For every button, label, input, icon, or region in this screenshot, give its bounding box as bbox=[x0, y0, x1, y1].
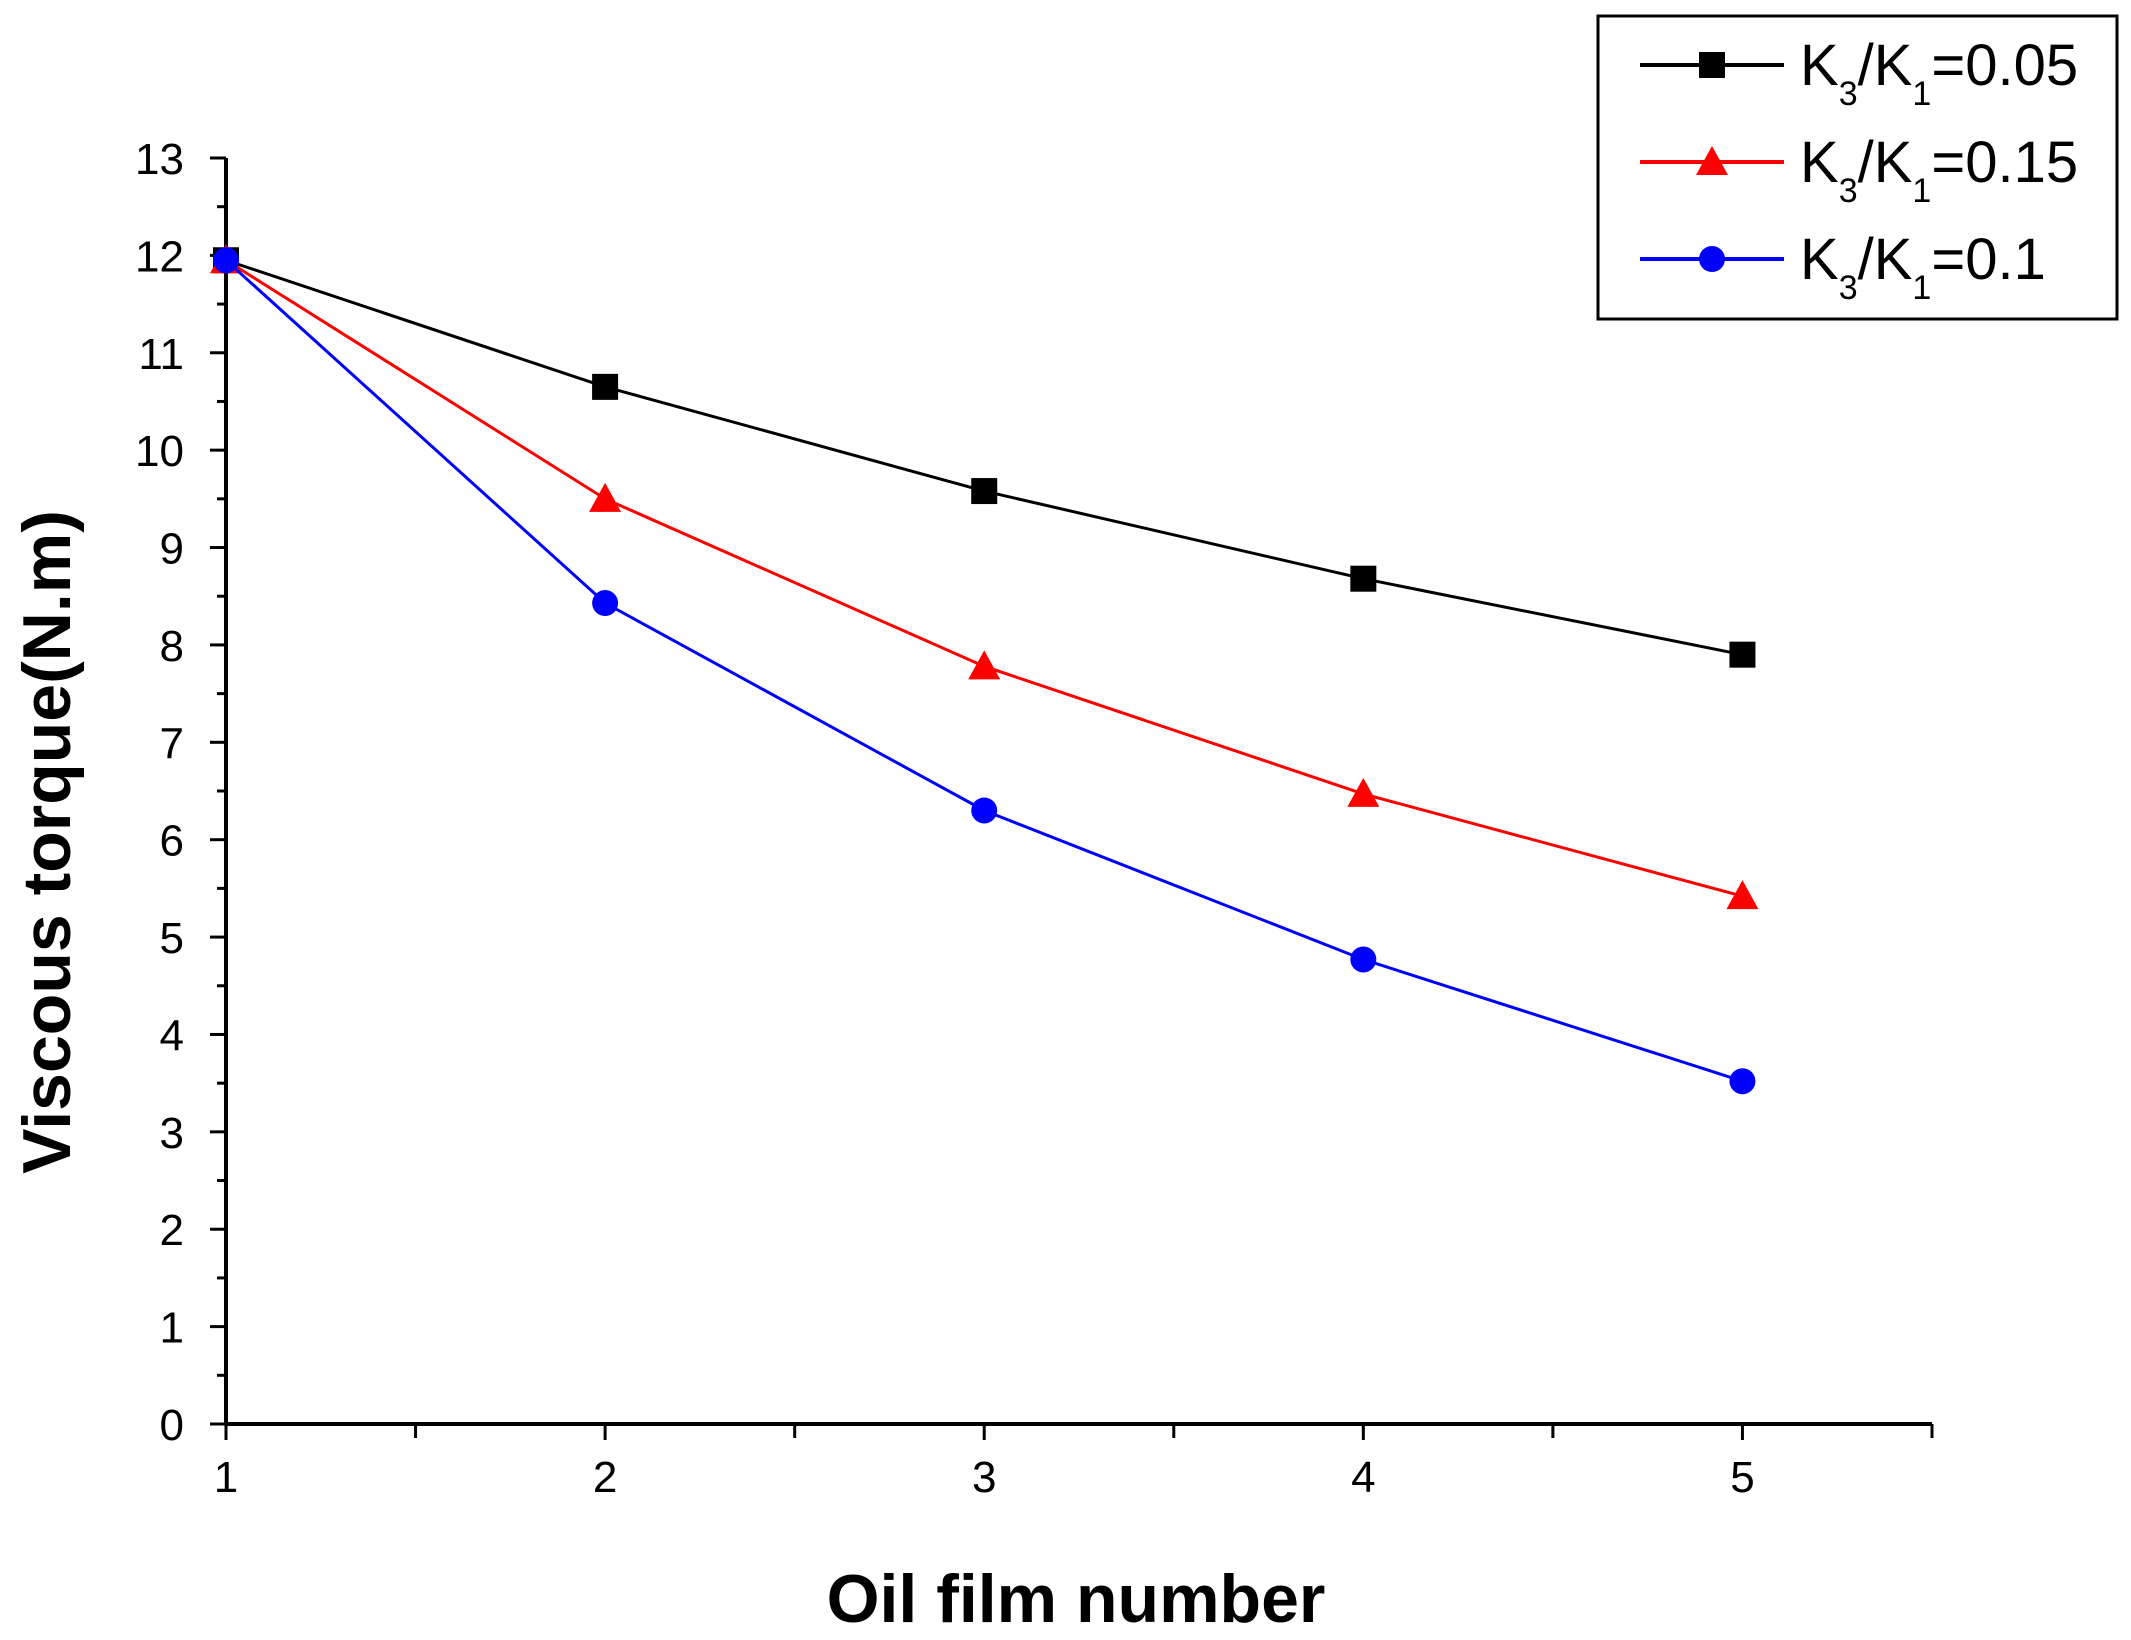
legend-text-part: K bbox=[1874, 227, 1913, 292]
data-point-circle bbox=[592, 590, 619, 617]
y-tick-label: 11 bbox=[138, 330, 184, 379]
legend-text-part: =0.1 bbox=[1931, 227, 2046, 292]
legend-subscript: 3 bbox=[1839, 75, 1858, 113]
x-tick-label: 5 bbox=[1730, 1453, 1754, 1502]
y-tick-label: 9 bbox=[160, 525, 184, 574]
data-point-square bbox=[971, 478, 998, 505]
y-tick-label: 12 bbox=[135, 232, 184, 281]
legend-label: K3/K1=0.15 bbox=[1800, 130, 2078, 210]
series-line bbox=[225, 258, 1743, 657]
x-tick-label: 4 bbox=[1351, 1453, 1375, 1502]
legend-text-part: / bbox=[1858, 130, 1875, 195]
y-tick-label: 6 bbox=[160, 817, 184, 866]
data-point-square bbox=[592, 373, 619, 400]
data-point-triangle bbox=[1347, 777, 1380, 807]
x-axis-title: Oil film number bbox=[827, 1561, 1326, 1637]
y-tick-label: 10 bbox=[135, 427, 184, 476]
legend-text-part: K bbox=[1800, 130, 1839, 195]
legend-item: K3/K1=0.1 bbox=[1640, 227, 2046, 307]
y-tick-label: 7 bbox=[160, 719, 184, 768]
x-tick-label: 3 bbox=[972, 1453, 996, 1502]
x-tick-label: 1 bbox=[214, 1453, 238, 1502]
y-tick-label: 8 bbox=[160, 622, 184, 671]
legend-label: K3/K1=0.05 bbox=[1800, 33, 2078, 113]
y-tick-label: 4 bbox=[160, 1011, 184, 1060]
data-point-triangle bbox=[589, 482, 622, 512]
legend-subscript: 1 bbox=[1912, 269, 1931, 307]
series-layer bbox=[210, 244, 1759, 1095]
legend-marker-circle bbox=[1699, 246, 1725, 272]
series-circle bbox=[213, 247, 1756, 1095]
data-point-circle bbox=[1729, 1068, 1756, 1095]
legend-box bbox=[1596, 14, 2119, 321]
data-point-triangle bbox=[1726, 880, 1759, 910]
y-tick-label: 3 bbox=[160, 1109, 184, 1158]
legend-text-part: =0.05 bbox=[1931, 33, 2078, 98]
legend-subscript: 3 bbox=[1839, 269, 1858, 307]
data-point-square bbox=[1729, 641, 1756, 668]
legend-subscript: 1 bbox=[1912, 75, 1931, 113]
legend-text-part: / bbox=[1858, 33, 1875, 98]
legend-marker-triangle bbox=[1696, 146, 1728, 175]
legend-subscript: 1 bbox=[1912, 172, 1931, 210]
legend-label: K3/K1=0.1 bbox=[1800, 227, 2046, 307]
legend-text-part: K bbox=[1874, 33, 1913, 98]
y-tick-label: 0 bbox=[160, 1401, 184, 1450]
legend-item: K3/K1=0.15 bbox=[1640, 130, 2078, 210]
legend-text-part: K bbox=[1800, 227, 1839, 292]
y-tick-label: 1 bbox=[160, 1304, 184, 1353]
y-axis-title: Viscous torque(N.m) bbox=[9, 510, 85, 1174]
legend-item: K3/K1=0.05 bbox=[1640, 33, 2078, 113]
legend-text-part: =0.15 bbox=[1931, 130, 2078, 195]
x-tick-label: 2 bbox=[593, 1453, 617, 1502]
legend-text-part: / bbox=[1858, 227, 1875, 292]
data-point-circle bbox=[971, 797, 998, 824]
legend-text-part: K bbox=[1874, 130, 1913, 195]
data-point-circle bbox=[213, 247, 239, 274]
y-tick-label: 2 bbox=[160, 1206, 184, 1255]
data-point-square bbox=[1350, 565, 1377, 592]
y-tick-label: 13 bbox=[135, 135, 184, 184]
data-point-triangle bbox=[968, 650, 1001, 680]
legend-text-part: K bbox=[1800, 33, 1839, 98]
legend-subscript: 3 bbox=[1839, 172, 1858, 210]
data-point-circle bbox=[1350, 946, 1377, 973]
y-tick-label: 5 bbox=[160, 914, 184, 963]
legend-marker-square bbox=[1699, 52, 1725, 78]
